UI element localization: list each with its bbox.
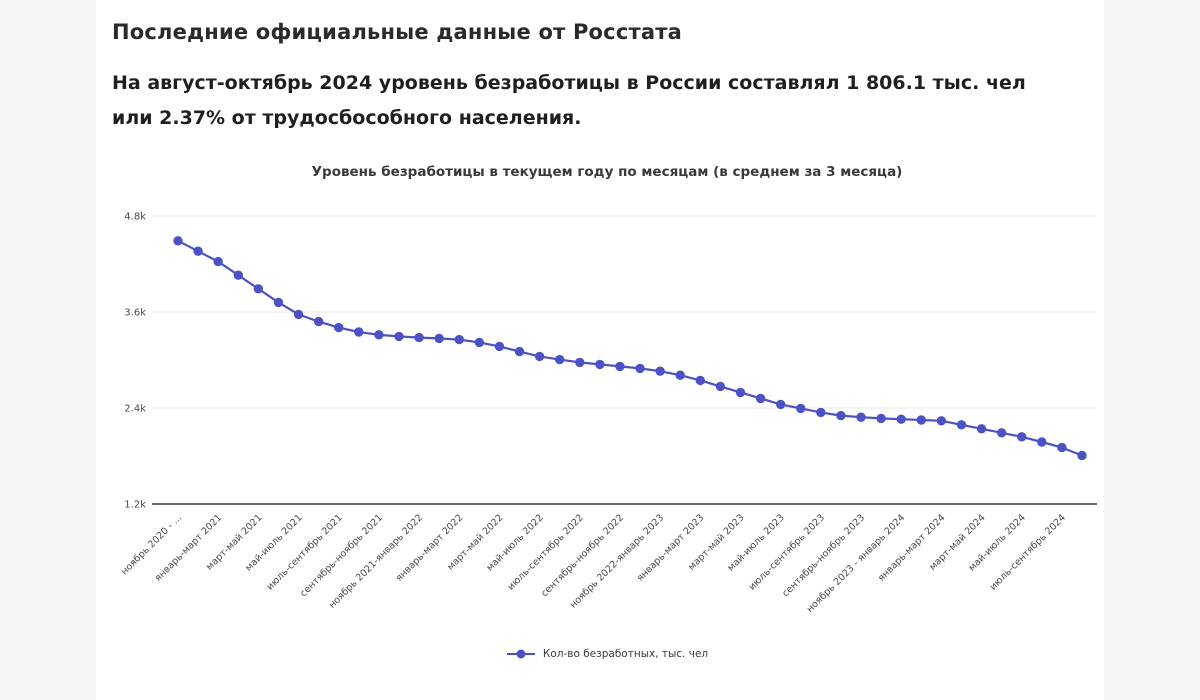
svg-text:3.6k: 3.6k xyxy=(124,308,146,319)
svg-text:сентябрь-ноябрь 2021: сентябрь-ноябрь 2021 xyxy=(298,513,385,600)
svg-text:январь-март 2022: январь-март 2022 xyxy=(394,513,466,585)
legend-marker-icon xyxy=(506,649,535,659)
svg-text:4.8k: 4.8k xyxy=(124,212,146,223)
svg-text:июль-сентябрь 2024: июль-сентябрь 2024 xyxy=(988,513,1068,593)
svg-text:январь-март 2023: январь-март 2023 xyxy=(635,513,707,585)
svg-text:июль-сентябрь 2021: июль-сентябрь 2021 xyxy=(265,513,345,593)
svg-text:июль-сентябрь 2023: июль-сентябрь 2023 xyxy=(747,513,827,593)
svg-text:1.2k: 1.2k xyxy=(124,500,146,511)
summary-text: На август-октябрь 2024 уровень безработи… xyxy=(112,72,1026,130)
chart-title: Уровень безработицы в текущем году по ме… xyxy=(311,164,903,181)
svg-text:2.4k: 2.4k xyxy=(124,404,146,415)
svg-text:январь-март 2024: январь-март 2024 xyxy=(876,513,948,585)
unemployment-chart: Уровень безработицы в текущем году по ме… xyxy=(112,164,1104,660)
page-title: Последние официальные данные от Росстата xyxy=(112,20,682,44)
svg-text:сентябрь-ноябрь 2023: сентябрь-ноябрь 2023 xyxy=(780,513,867,600)
svg-text:июль-сентябрь 2022: июль-сентябрь 2022 xyxy=(506,513,586,593)
content-card: Последние официальные данные от Росстата… xyxy=(96,0,1104,700)
legend-label: Кол-во безработных, тыс. чел xyxy=(542,648,709,661)
svg-text:январь-март 2021: январь-март 2021 xyxy=(153,513,225,585)
svg-text:сентябрь-ноябрь 2022: сентябрь-ноябрь 2022 xyxy=(539,513,626,600)
chart-legend-item[interactable]: Кол-во безработных, тыс. чел xyxy=(112,648,1102,660)
